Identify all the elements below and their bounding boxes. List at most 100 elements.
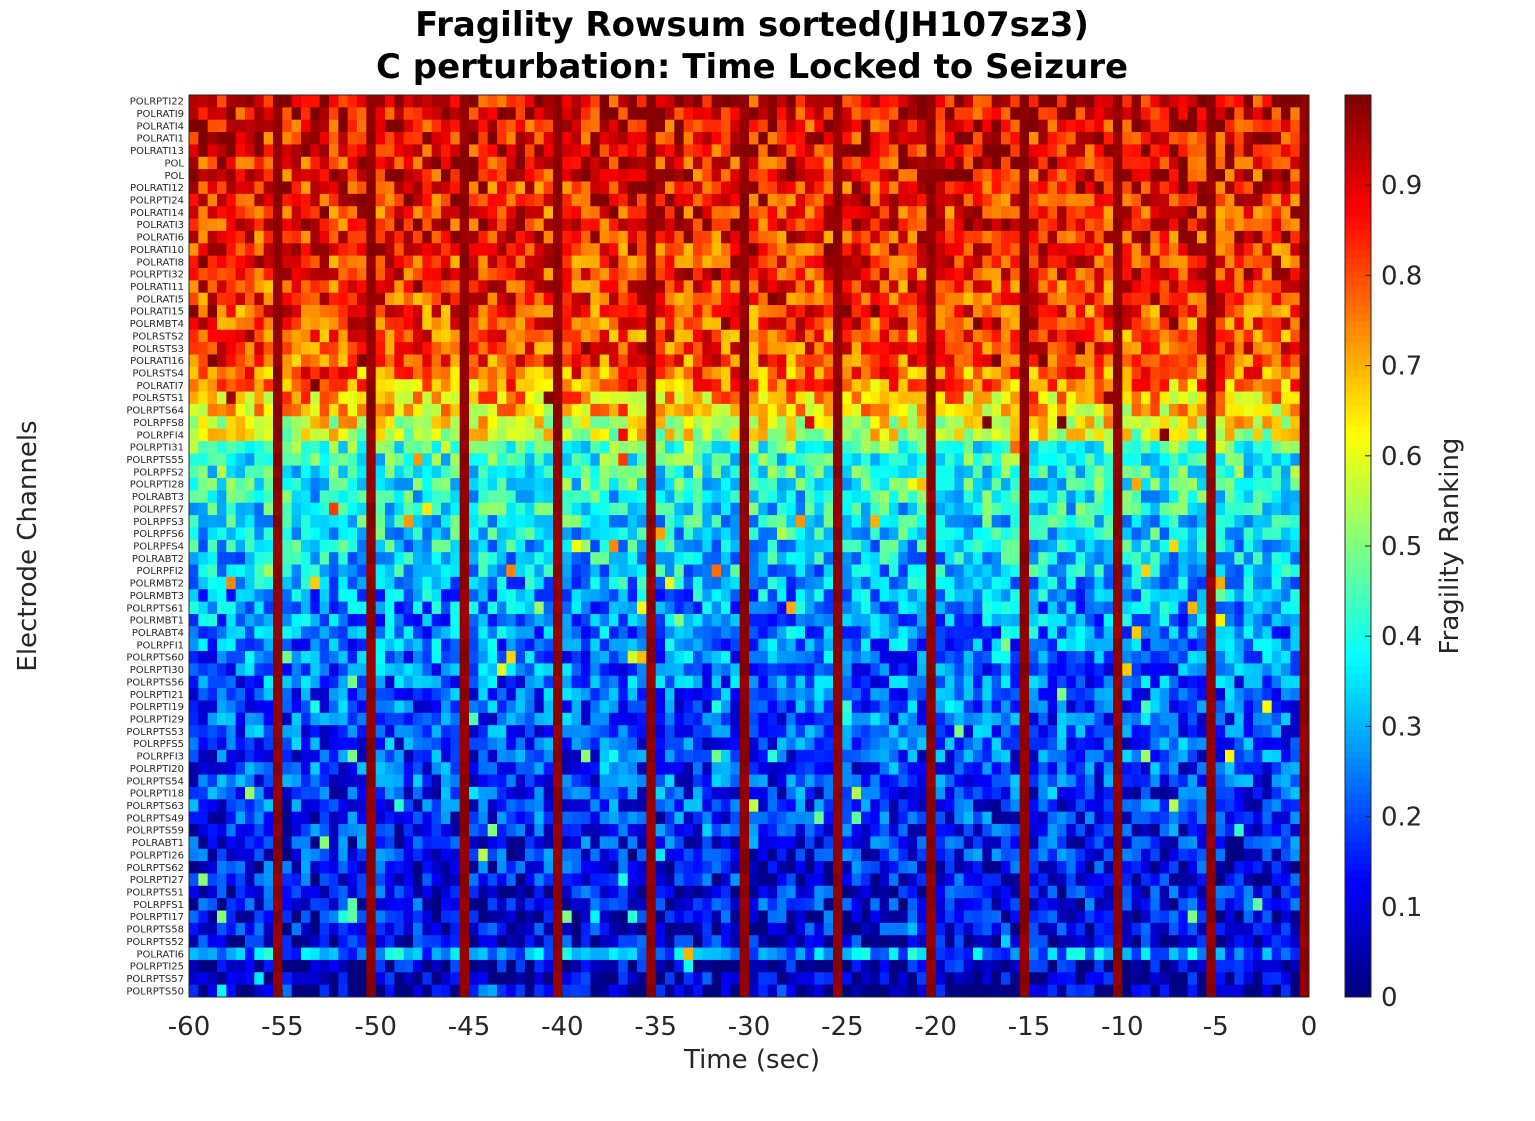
- heatmap-cell: [506, 206, 517, 219]
- heatmap-cell: [917, 552, 927, 565]
- heatmap-cell: [189, 255, 199, 269]
- heatmap-cell: [375, 391, 386, 405]
- heatmap-cell: [1038, 416, 1049, 430]
- heatmap-cell: [469, 206, 479, 219]
- heatmap-cell: [543, 379, 554, 392]
- heatmap-cell: [506, 193, 517, 207]
- heatmap-cell: [1029, 490, 1039, 504]
- heatmap-cell: [1113, 206, 1123, 219]
- heatmap-cell: [1057, 107, 1067, 121]
- heatmap-cell: [1262, 292, 1273, 306]
- heatmap-cell: [385, 539, 395, 553]
- heatmap-cell: [1253, 119, 1263, 133]
- heatmap-cell: [870, 539, 881, 553]
- heatmap-cell: [1001, 107, 1011, 121]
- heatmap-cell: [1234, 317, 1245, 331]
- heatmap-cell: [198, 453, 209, 467]
- heatmap-cell: [1243, 490, 1254, 504]
- heatmap-cell: [459, 589, 470, 603]
- heatmap-cell: [385, 440, 395, 454]
- heatmap-cell: [1271, 515, 1282, 528]
- heatmap-cell: [329, 354, 339, 368]
- heatmap-cell: [226, 329, 237, 343]
- heatmap-cell: [973, 576, 983, 590]
- heatmap-cell: [497, 144, 507, 158]
- heatmap-cell: [1281, 391, 1291, 405]
- heatmap-cell: [665, 132, 675, 145]
- heatmap-cell: [637, 354, 647, 368]
- heatmap-cell: [487, 379, 498, 392]
- heatmap-cell: [1225, 490, 1235, 504]
- heatmap-cell: [702, 564, 713, 578]
- heatmap-cell: [1187, 119, 1198, 133]
- heatmap-cell: [842, 156, 853, 170]
- heatmap-cell: [590, 218, 601, 232]
- heatmap-cell: [1075, 490, 1086, 504]
- heatmap-cell: [1047, 490, 1058, 504]
- heatmap-cell: [627, 181, 638, 195]
- heatmap-cell: [1206, 478, 1217, 491]
- heatmap-cell: [590, 552, 601, 565]
- heatmap-cell: [581, 601, 591, 615]
- heatmap-cell: [1103, 576, 1114, 590]
- heatmap-cell: [599, 354, 610, 368]
- heatmap-cell: [795, 576, 806, 590]
- heatmap-cell: [1187, 539, 1198, 553]
- heatmap-cell: [609, 267, 619, 281]
- heatmap-cell: [1085, 169, 1095, 182]
- heatmap-cell: [226, 440, 237, 454]
- heatmap-cell: [553, 292, 563, 306]
- heatmap-cell: [702, 416, 713, 430]
- heatmap-cell: [926, 156, 937, 170]
- heatmap-cell: [1047, 453, 1058, 467]
- heatmap-cell: [469, 576, 479, 590]
- heatmap-cell: [665, 95, 675, 108]
- heatmap-cell: [870, 416, 881, 430]
- heatmap-cell: [665, 169, 675, 182]
- heatmap-cell: [973, 589, 983, 603]
- heatmap-cell: [469, 230, 479, 244]
- heatmap-cell: [590, 354, 601, 368]
- heatmap-cell: [1234, 280, 1245, 294]
- heatmap-cell: [1094, 453, 1105, 467]
- heatmap-cell: [711, 478, 722, 491]
- heatmap-cell: [469, 589, 479, 603]
- heatmap-cell: [851, 589, 862, 603]
- heatmap-cell: [1169, 552, 1179, 565]
- heatmap-cell: [1029, 280, 1039, 294]
- heatmap-cell: [1010, 366, 1021, 380]
- heatmap-cell: [1131, 453, 1142, 467]
- heatmap-cell: [917, 403, 927, 417]
- heatmap-cell: [814, 255, 825, 269]
- heatmap-cell: [823, 206, 834, 219]
- heatmap-cell: [198, 379, 209, 392]
- heatmap-cell: [431, 478, 442, 491]
- heatmap-cell: [1169, 576, 1179, 590]
- heatmap-cell: [851, 428, 862, 442]
- heatmap-cell: [1262, 317, 1273, 331]
- heatmap-cell: [347, 317, 358, 331]
- heatmap-cell: [515, 366, 526, 380]
- heatmap-cell: [310, 305, 321, 318]
- heatmap-cell: [450, 379, 461, 392]
- heatmap-cell: [581, 576, 591, 590]
- heatmap-cell: [357, 502, 367, 516]
- heatmap-cell: [963, 292, 974, 306]
- heatmap-cell: [431, 107, 442, 121]
- heatmap-cell: [571, 218, 582, 232]
- heatmap-cell: [1010, 589, 1021, 603]
- heatmap-cell: [646, 379, 657, 392]
- heatmap-cell: [469, 156, 479, 170]
- heatmap-cell: [898, 206, 909, 219]
- heatmap-cell: [403, 564, 414, 578]
- heatmap-cell: [1243, 465, 1254, 479]
- heatmap-cell: [655, 440, 666, 454]
- heatmap-cell: [245, 317, 255, 331]
- heatmap-cell: [469, 515, 479, 528]
- heatmap-cell: [357, 379, 367, 392]
- heatmap-cell: [1187, 379, 1198, 392]
- heatmap-cell: [851, 119, 862, 133]
- heatmap-cell: [1271, 132, 1282, 145]
- heatmap-cell: [963, 391, 974, 405]
- heatmap-cell: [1094, 440, 1105, 454]
